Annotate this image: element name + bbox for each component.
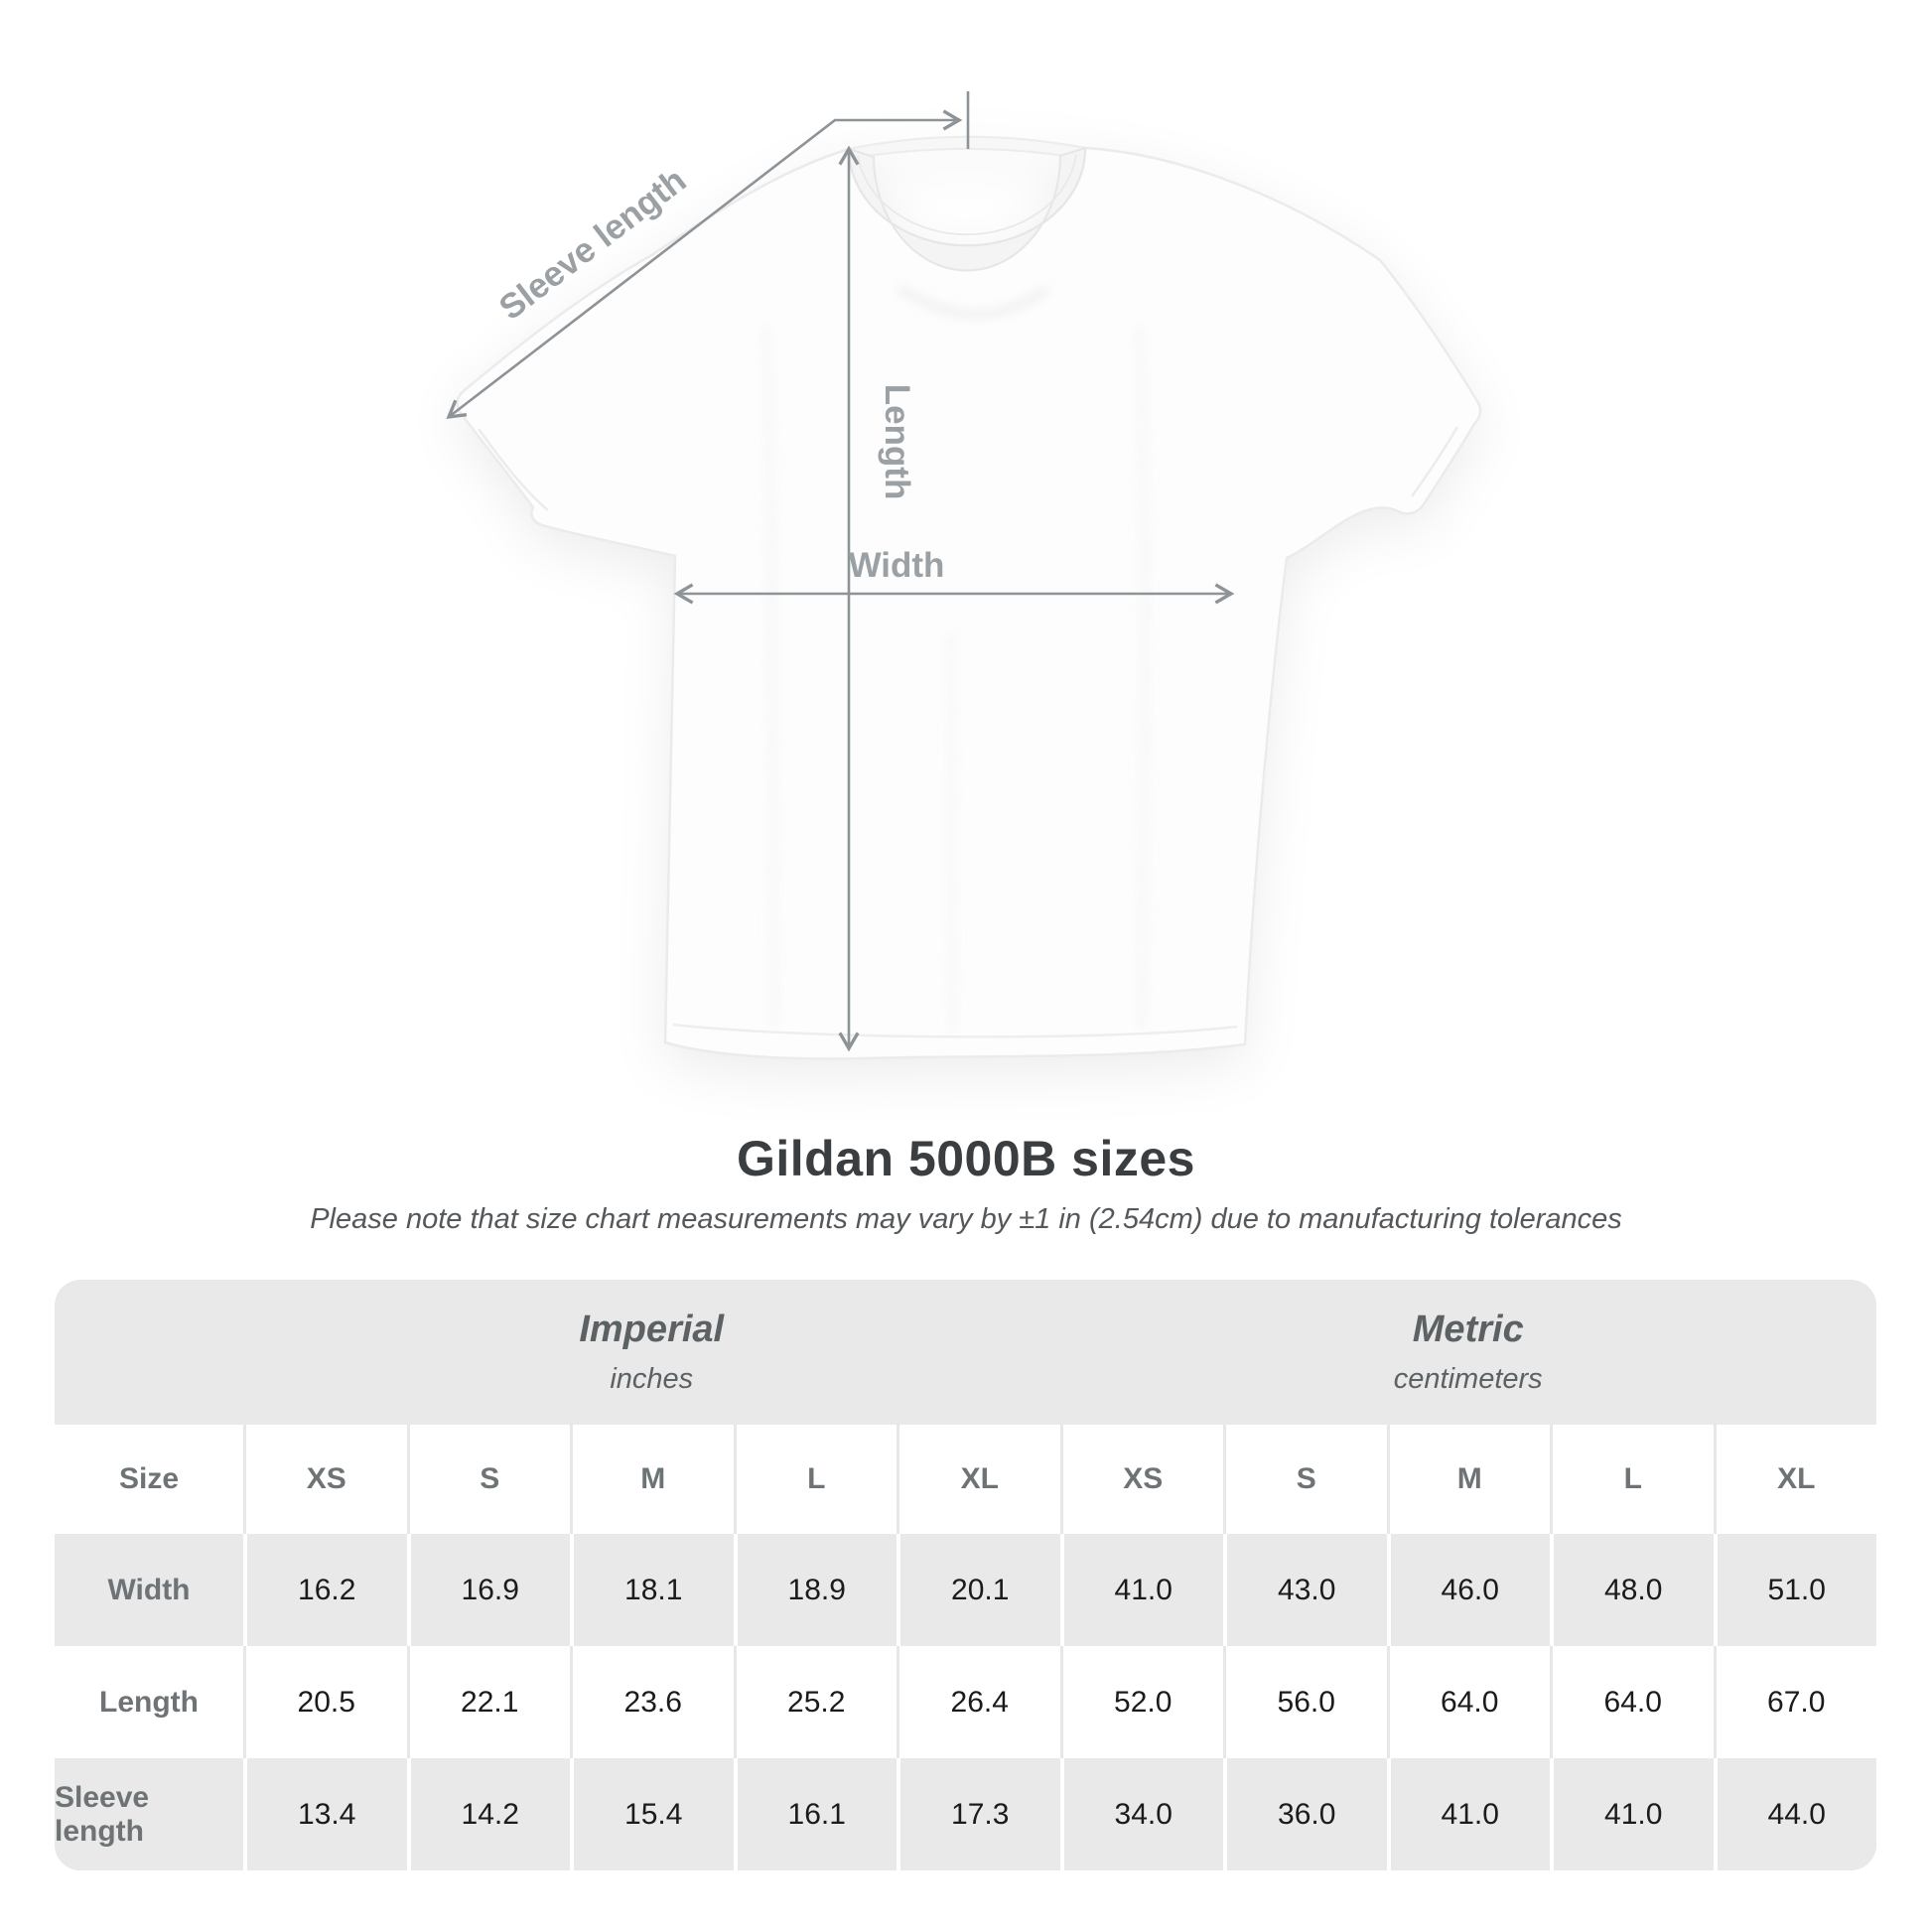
tshirt-measurement-diagram: Sleeve length Length Width <box>446 91 1482 1060</box>
imperial-label: Imperial <box>579 1309 725 1350</box>
length-metric-s: 56.0 <box>1223 1646 1387 1758</box>
sleeve-imperial-xs: 13.4 <box>243 1758 407 1870</box>
width-imperial-xl: 20.1 <box>897 1534 1060 1646</box>
row-label-sleeve-length: Sleeve length <box>55 1780 150 1848</box>
sleeve-imperial-l: 16.1 <box>733 1758 897 1870</box>
units-row: Imperial inches Metric centimeters <box>55 1280 1876 1425</box>
imperial-sub-label: inches <box>610 1363 694 1395</box>
sleeve-metric-xl: 44.0 <box>1713 1758 1877 1870</box>
units-spacer <box>55 1280 243 1425</box>
width-metric-xs: 41.0 <box>1059 1534 1224 1646</box>
length-metric-xs: 52.0 <box>1059 1646 1224 1758</box>
width-imperial-l: 18.9 <box>733 1534 897 1646</box>
length-imperial-s: 22.1 <box>406 1646 571 1758</box>
tshirt-outline <box>456 146 1482 1060</box>
width-metric-l: 48.0 <box>1550 1534 1714 1646</box>
tshirt-fold-shading <box>762 284 1149 1034</box>
length-imperial-xl: 26.4 <box>897 1646 1060 1758</box>
title-block: Gildan 5000B sizes Please note that size… <box>0 1128 1932 1236</box>
imperial-size-m: M <box>570 1425 734 1534</box>
metric-size-s: S <box>1223 1425 1387 1534</box>
size-column-header: Size <box>118 1462 180 1495</box>
metric-size-xs: XS <box>1059 1425 1224 1534</box>
sleeve-imperial-xl: 17.3 <box>897 1758 1060 1870</box>
imperial-size-s: S <box>406 1425 571 1534</box>
size-table: Imperial inches Metric centimeters Size … <box>55 1280 1876 1870</box>
metric-size-m: M <box>1386 1425 1551 1534</box>
width-metric-xl: 51.0 <box>1713 1534 1877 1646</box>
length-imperial-m: 23.6 <box>570 1646 734 1758</box>
tshirt-image <box>456 135 1482 1060</box>
length-imperial-xs: 20.5 <box>243 1646 407 1758</box>
imperial-size-l: L <box>733 1425 897 1534</box>
length-imperial-l: 25.2 <box>733 1646 897 1758</box>
width-metric-m: 46.0 <box>1386 1534 1551 1646</box>
measurement-annotations <box>446 91 1235 1052</box>
row-label-width: Width <box>107 1573 191 1606</box>
length-metric-xl: 67.0 <box>1713 1646 1877 1758</box>
page-subtitle: Please note that size chart measurements… <box>310 1203 1622 1235</box>
width-imperial-xs: 16.2 <box>243 1534 407 1646</box>
size-header-row: Size XS S M L XL XS S M L XL <box>55 1425 1876 1534</box>
table-row-sleeve-length: Sleeve length 13.4 14.2 15.4 16.1 17.3 3… <box>55 1758 1876 1870</box>
imperial-size-xl: XL <box>897 1425 1060 1534</box>
metric-units-header: Metric centimeters <box>1060 1280 1877 1425</box>
sleeve-imperial-m: 15.4 <box>570 1758 734 1870</box>
tshirt-right-sleeve-hem <box>1410 426 1459 497</box>
metric-size-xl: XL <box>1713 1425 1877 1534</box>
width-metric-s: 43.0 <box>1223 1534 1387 1646</box>
metric-label: Metric <box>1412 1309 1524 1350</box>
length-metric-m: 64.0 <box>1386 1646 1551 1758</box>
sleeve-metric-l: 41.0 <box>1550 1758 1714 1870</box>
imperial-size-xs: XS <box>243 1425 407 1534</box>
metric-sub-label: centimeters <box>1393 1363 1543 1395</box>
tshirt-bottom-hem <box>672 1023 1238 1038</box>
sleeve-metric-xs: 34.0 <box>1059 1758 1224 1870</box>
sleeve-metric-s: 36.0 <box>1223 1758 1387 1870</box>
sleeve-length-arrow <box>446 109 963 420</box>
tshirt-left-sleeve-hem <box>477 428 549 511</box>
table-row-width: Width 16.2 16.9 18.1 18.9 20.1 41.0 43.0… <box>55 1534 1876 1646</box>
page-title: Gildan 5000B sizes <box>736 1131 1195 1186</box>
length-label: Length <box>878 384 916 500</box>
sleeve-metric-m: 41.0 <box>1386 1758 1551 1870</box>
width-imperial-m: 18.1 <box>570 1534 734 1646</box>
length-metric-l: 64.0 <box>1550 1646 1714 1758</box>
table-row-length: Length 20.5 22.1 23.6 25.2 26.4 52.0 56.… <box>55 1646 1876 1758</box>
width-imperial-s: 16.9 <box>406 1534 571 1646</box>
row-label-length: Length <box>99 1685 199 1719</box>
metric-size-l: L <box>1550 1425 1714 1534</box>
width-label: Width <box>849 546 945 585</box>
sleeve-imperial-s: 14.2 <box>406 1758 571 1870</box>
imperial-units-header: Imperial inches <box>243 1280 1060 1425</box>
